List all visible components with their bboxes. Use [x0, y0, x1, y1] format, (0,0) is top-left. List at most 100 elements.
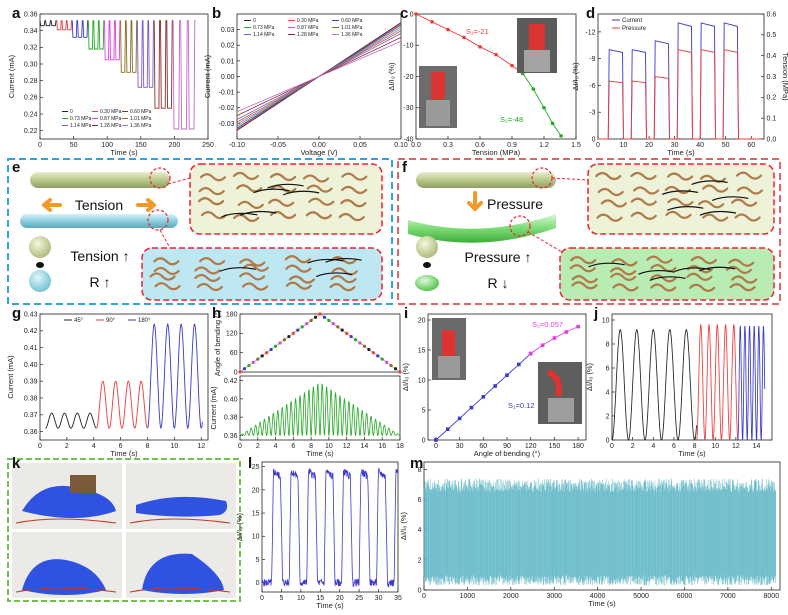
x-tick-label: 10: [620, 142, 628, 149]
data-point: [260, 354, 264, 358]
panel-letter-c: c: [400, 5, 408, 22]
fiber: [735, 171, 763, 180]
y-tick-label: 0.41: [24, 345, 38, 352]
slope-annotation: S₂=0.057: [532, 320, 563, 329]
x-tick-label: 3000: [546, 593, 562, 600]
panel-i: 0 30 60 90 120 150 180 0 5 10 15 20 Angle of bending…: [401, 313, 587, 458]
fiber: [569, 264, 596, 273]
zoom-box: [141, 247, 383, 301]
x-tick-label: 60: [747, 142, 755, 149]
fiber: [341, 172, 368, 181]
panel-letter-e: e: [12, 159, 20, 176]
x-tick-label: -0.10: [229, 142, 245, 149]
data-point: [376, 354, 380, 358]
photo-cell: [12, 463, 122, 529]
legend-label: 0.73 MPa: [70, 116, 92, 122]
panel-letter-m: m: [410, 455, 423, 472]
data-point: [371, 351, 375, 355]
y-tick-label: 15: [252, 510, 260, 517]
cross-section-neck: [36, 262, 44, 268]
data-point: [389, 363, 393, 368]
conductive-network-line: [667, 206, 704, 211]
x-tick-label: 5: [279, 595, 283, 602]
fiber: [665, 210, 692, 219]
panel-border: [7, 158, 393, 305]
x-tick-label: 14: [361, 443, 369, 450]
data-point: [552, 336, 557, 340]
panel-letter-i: i: [404, 305, 408, 322]
x-tick-label: -0.05: [270, 142, 286, 149]
panel-b: -0.10 -0.05 0.00 0.05 0.10 -0.03 -0.02 -0.01 0.0…: [203, 13, 408, 157]
fiber: [630, 197, 657, 206]
x-tick-label: 4: [274, 443, 278, 450]
arrow-down-icon: [467, 191, 483, 211]
fiber: [199, 173, 227, 182]
y-right-tick-label: 0.5: [767, 32, 777, 39]
data-point: [445, 427, 450, 431]
resistance-label: R ↓: [488, 275, 509, 291]
x-tick-label: 5000: [633, 593, 649, 600]
x-tick-label: 6000: [677, 593, 693, 600]
series-line: [147, 322, 203, 430]
x-tick-label: 0.3: [443, 142, 453, 149]
data-point: [469, 405, 474, 410]
x-tick-label: 50: [70, 142, 78, 149]
x-tick-label: 10: [171, 443, 179, 450]
data-point: [242, 367, 247, 371]
series-line: [153, 20, 174, 109]
fiber: [690, 256, 717, 265]
x-tick-label: 1.2: [539, 142, 549, 149]
wire: [129, 587, 231, 593]
fiber: [630, 211, 657, 220]
fiber: [241, 282, 269, 291]
photo-sample: [442, 330, 455, 356]
fiber: [154, 282, 181, 291]
conductive-network-line: [315, 272, 353, 278]
y-tick-label: -20: [403, 74, 413, 81]
data-point: [559, 134, 563, 138]
conductive-network-line: [638, 269, 675, 275]
series-line: [39, 20, 57, 27]
x-tick-label: 120: [525, 443, 537, 450]
x-tick-label: 0: [38, 142, 42, 149]
data-point: [278, 341, 282, 345]
y-tick-label: 0.42: [224, 378, 238, 385]
panel-letter-k: k: [12, 455, 21, 472]
fiber: [237, 200, 264, 209]
fiber-tube-relaxed: [416, 172, 556, 188]
data-point: [318, 312, 322, 316]
fiber: [597, 187, 624, 197]
fiber: [269, 172, 297, 182]
data-point: [493, 384, 497, 388]
legend-label: 0.60 MPa: [341, 18, 363, 24]
stimulus-up-label: Tension ↑: [70, 248, 129, 264]
data-point: [481, 395, 486, 399]
y-tick-label: 20: [418, 317, 426, 324]
fiber: [571, 275, 598, 284]
fiber: [571, 281, 598, 290]
panel-letter-l: l: [248, 455, 252, 472]
fiber: [268, 198, 295, 207]
series-line: [87, 20, 105, 50]
fiber: [686, 265, 714, 274]
data-point: [358, 341, 362, 345]
data-point: [398, 370, 402, 374]
x-tick-label: 2: [256, 443, 260, 450]
photo-sample: [529, 24, 545, 50]
y-tick-label: -10: [403, 43, 413, 50]
sensor-block: [70, 475, 96, 493]
fiber: [153, 266, 180, 276]
panel-e: Tension Tension ↑ R ↑: [7, 158, 393, 305]
series-line: [530, 326, 579, 354]
legend-label: Current: [622, 18, 642, 24]
panel-h_bottom: 0 2 4 6 8 10 12 14 16 18 0.36 0.38 0.40 0.42 Time (s) C…: [209, 375, 404, 458]
fiber: [302, 174, 330, 183]
series-line: [239, 313, 401, 373]
panel-a: 0 50 100 150 200 250 0.22 0.24 0.26 0.28 0.30 0.32 0…: [7, 11, 214, 157]
data-point: [362, 344, 367, 348]
y-tick-label: 0.30: [24, 61, 38, 68]
y-right-tick-label: 0.0: [767, 136, 777, 143]
fiber: [702, 213, 729, 222]
y-tick-label: 4: [606, 389, 610, 396]
connector-line: [167, 177, 191, 185]
